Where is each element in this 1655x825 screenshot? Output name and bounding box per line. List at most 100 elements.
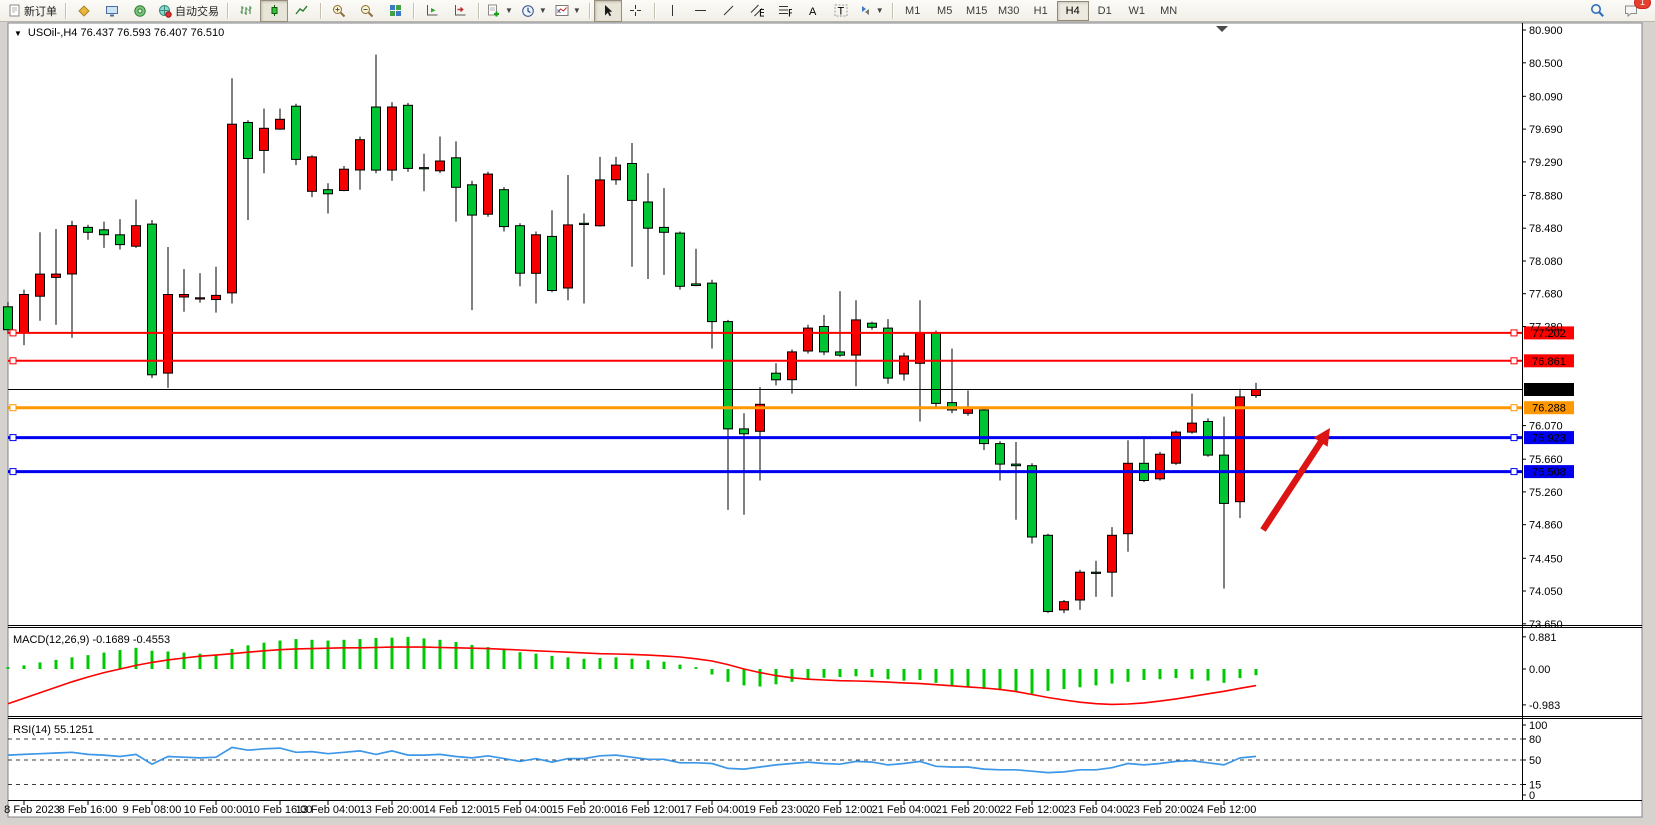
candle-body bbox=[547, 235, 557, 291]
fibonacci-button[interactable]: F bbox=[771, 0, 799, 22]
bar-chart-button[interactable] bbox=[232, 0, 260, 22]
trend-arrow-annotation[interactable] bbox=[1260, 428, 1330, 532]
candle-body bbox=[899, 355, 909, 375]
macd-axis-label: -0.983 bbox=[1529, 700, 1560, 712]
line-handle[interactable] bbox=[9, 434, 17, 442]
line-handle[interactable] bbox=[9, 357, 17, 365]
periods-button[interactable]: ▼ bbox=[517, 0, 551, 22]
fibonacci-icon: F bbox=[778, 6, 792, 17]
candle-body bbox=[883, 327, 893, 379]
candle-body bbox=[451, 157, 461, 188]
chevron-down-icon: ▼ bbox=[538, 6, 547, 15]
candle-body bbox=[659, 226, 669, 233]
timeframe-button-h4[interactable]: H4 bbox=[1056, 0, 1089, 21]
rsi-axis-label: 0 bbox=[1529, 790, 1535, 802]
time-axis-label: 14 Feb 12:00 bbox=[424, 804, 489, 816]
candle-body bbox=[1235, 396, 1245, 503]
vertical-line-button[interactable] bbox=[659, 0, 687, 22]
price-axis-label: 75.260 bbox=[1529, 487, 1563, 499]
new-order-button[interactable]: 新订单 bbox=[4, 0, 61, 22]
search-button[interactable] bbox=[1583, 0, 1611, 22]
time-axis-label: 17 Feb 04:00 bbox=[680, 804, 745, 816]
line-chart-button[interactable] bbox=[288, 0, 316, 22]
time-axis-label: 10 Feb 00:00 bbox=[184, 804, 249, 816]
line-handle[interactable] bbox=[9, 329, 17, 337]
candle-body bbox=[275, 118, 285, 130]
time-axis-label: 23 Feb 20:00 bbox=[1128, 804, 1193, 816]
timeframe-button-m30[interactable]: M30 bbox=[997, 4, 1020, 17]
timeframe-button-mn[interactable]: MN bbox=[1160, 4, 1178, 17]
indicators-button[interactable]: ▼ bbox=[483, 0, 517, 22]
candle-body bbox=[371, 106, 381, 171]
time-axis-label: 23 Feb 04:00 bbox=[1064, 804, 1129, 816]
new-order-label: 新订单 bbox=[24, 5, 57, 18]
timeframe-button-m1[interactable]: M1 bbox=[905, 4, 921, 17]
price-axis-label: 75.660 bbox=[1529, 454, 1563, 466]
time-axis-label: 19 Feb 23:00 bbox=[744, 804, 809, 816]
price-badge-label: 75.508 bbox=[1532, 467, 1566, 479]
line-handle[interactable] bbox=[1510, 434, 1518, 442]
trendline-button[interactable] bbox=[715, 0, 743, 22]
zoom-in-button[interactable] bbox=[325, 0, 353, 22]
chart-shift-marker[interactable] bbox=[1216, 26, 1228, 32]
templates-icon bbox=[555, 5, 569, 16]
price-badge bbox=[1524, 401, 1574, 415]
cursor-button[interactable] bbox=[593, 0, 622, 22]
time-axis-label: 10 Feb 16:00 bbox=[248, 804, 313, 816]
text-label-button[interactable]: T bbox=[827, 0, 855, 22]
price-axis-label: 80.900 bbox=[1529, 25, 1563, 37]
text-button[interactable]: A bbox=[799, 0, 827, 22]
line-handle[interactable] bbox=[1510, 357, 1518, 365]
vertical-line-icon bbox=[672, 5, 674, 16]
chart-canvas[interactable]: 0.881 0.00 -0.983 MACD(12,26,9) -0.1689 -0.… bbox=[0, 22, 1655, 825]
horizontal-line-button[interactable] bbox=[687, 0, 715, 22]
candle-body bbox=[819, 326, 829, 353]
candle-body bbox=[739, 428, 749, 435]
timeframe-button-h1[interactable]: H1 bbox=[1033, 4, 1048, 17]
time-axis-label: 16 Feb 12:00 bbox=[616, 804, 681, 816]
symbol-dropdown-icon[interactable]: ▼ bbox=[14, 28, 22, 38]
data-window-button[interactable] bbox=[98, 0, 126, 22]
equidistant-channel-button[interactable]: E bbox=[743, 0, 771, 22]
candlestick-chart-button[interactable] bbox=[260, 0, 288, 22]
chart-shift-button[interactable] bbox=[446, 0, 474, 22]
line-handle[interactable] bbox=[1510, 329, 1518, 337]
zoom-out-button[interactable] bbox=[353, 0, 381, 22]
timeframe-button-m15[interactable]: M15 bbox=[965, 4, 988, 17]
candle-body bbox=[243, 122, 253, 159]
crosshair-icon bbox=[630, 5, 642, 16]
price-badge bbox=[1524, 431, 1574, 445]
price-axis-label: 74.450 bbox=[1529, 553, 1563, 565]
ohlc-info: USOil-,H4 76.437 76.593 76.407 76.510 bbox=[27, 27, 225, 39]
rsi-label: RSI(14) 55.1251 bbox=[13, 724, 94, 736]
time-axis-label: 21 Feb 20:00 bbox=[936, 804, 1001, 816]
candle-body bbox=[83, 226, 93, 233]
timeframe-button-w1[interactable]: W1 bbox=[1128, 4, 1145, 17]
candle-body bbox=[1123, 462, 1133, 535]
line-handle[interactable] bbox=[9, 468, 17, 476]
auto-scroll-button[interactable] bbox=[418, 0, 446, 22]
navigator-button[interactable] bbox=[126, 0, 154, 22]
candle-body bbox=[147, 223, 157, 376]
candle-body bbox=[1187, 422, 1197, 433]
line-handle[interactable] bbox=[1510, 404, 1518, 412]
crosshair-button[interactable] bbox=[622, 0, 650, 22]
timeframe-button-d1[interactable]: D1 bbox=[1097, 4, 1112, 17]
separator bbox=[227, 2, 228, 19]
templates-button[interactable]: ▼ bbox=[551, 0, 585, 22]
tile-windows-button[interactable] bbox=[381, 0, 409, 22]
chat-button[interactable]: 1 bbox=[1617, 0, 1651, 22]
autotrading-button[interactable]: 自动交易 bbox=[154, 0, 223, 22]
data-window-icon bbox=[106, 5, 118, 16]
rsi-axis-label: 100 bbox=[1529, 720, 1547, 732]
market-watch-button[interactable] bbox=[70, 0, 98, 22]
time-axis-label: 22 Feb 12:00 bbox=[1000, 804, 1065, 816]
rsi-line bbox=[7, 746, 1257, 774]
timeframe-button-m5[interactable]: M5 bbox=[937, 4, 953, 17]
candle-body bbox=[1075, 571, 1085, 601]
arrows-button[interactable]: ▼ bbox=[855, 0, 888, 22]
price-badge-label: 76.861 bbox=[1532, 356, 1566, 368]
candle-body bbox=[1251, 389, 1261, 396]
line-handle[interactable] bbox=[9, 404, 17, 412]
line-handle[interactable] bbox=[1510, 468, 1518, 476]
